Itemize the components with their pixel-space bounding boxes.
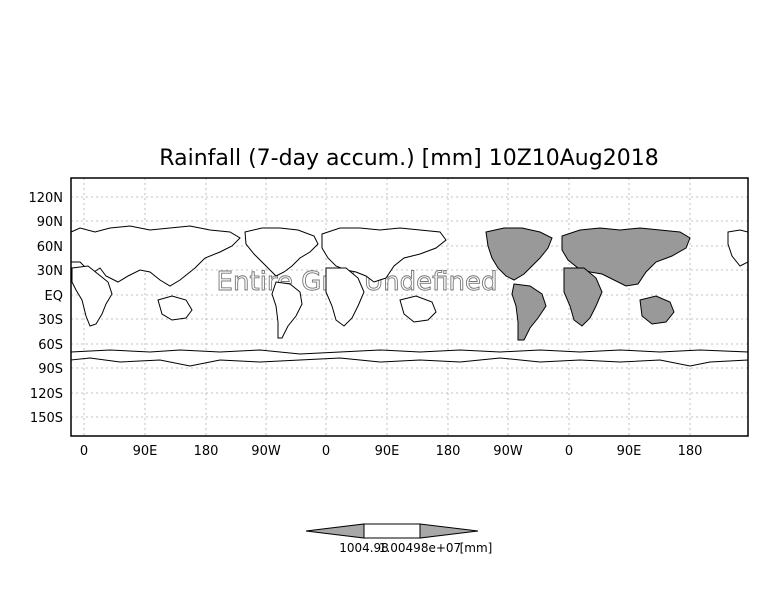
lon-tick-label: 180 <box>678 444 703 459</box>
lon-tick-label: 180 <box>194 444 219 459</box>
eurasia-outline <box>70 225 241 287</box>
lat-tick-label: 150S <box>30 411 63 426</box>
antarctica-outline <box>70 349 749 367</box>
lon-tick-label: 90E <box>375 444 400 459</box>
colorbar-left-label: 1004.98 <box>339 541 389 555</box>
lon-tick-label: 0 <box>80 444 88 459</box>
colorbar-middle-box <box>363 523 421 539</box>
lon-tick-label: 90W <box>493 444 523 459</box>
lon-tick-label: 180 <box>436 444 461 459</box>
lat-tick-label: 90N <box>37 215 63 230</box>
lat-tick-label: 120S <box>30 387 63 402</box>
colorbar: 1004.98 1.00498e+07 [mm] <box>305 523 493 555</box>
coastlines-copy-1 <box>70 225 749 367</box>
north-america-outline <box>244 227 319 277</box>
east-asia-outline <box>727 229 749 267</box>
shaded-north-america <box>485 227 553 281</box>
colorbar-left-triangle <box>305 523 365 539</box>
map-frame <box>70 177 749 437</box>
australia-outline <box>157 295 193 321</box>
lon-tick-label: 0 <box>565 444 573 459</box>
australia-outline-2 <box>399 295 437 323</box>
south-america-outline <box>271 281 303 339</box>
africa-outline <box>71 265 113 327</box>
colorbar-right-triangle <box>419 523 479 539</box>
shaded-land <box>485 227 691 341</box>
gridlines <box>71 178 748 436</box>
lat-tick-labels: 120N 90N 60N 30N EQ 30S 60S 90S 120S 150… <box>28 191 63 426</box>
colorbar-right-label: 1.00498e+07 <box>379 541 461 555</box>
lat-tick-label: 60S <box>38 338 63 353</box>
lon-tick-label: 90E <box>617 444 642 459</box>
shaded-south-america <box>511 283 547 341</box>
lon-tick-labels: 0 90E 180 90W 0 90E 180 90W 0 90E 180 <box>80 444 703 459</box>
lat-tick-label: 30N <box>37 264 63 279</box>
lon-tick-label: 90W <box>251 444 281 459</box>
colorbar-unit: [mm] <box>460 541 493 555</box>
europe-outline <box>321 227 447 283</box>
lat-tick-label: 90S <box>38 362 63 377</box>
shaded-australia <box>639 295 675 325</box>
lat-tick-label: EQ <box>45 289 63 304</box>
shaded-africa <box>563 267 603 327</box>
lon-tick-label: 90E <box>133 444 158 459</box>
lat-tick-label: 120N <box>28 191 63 206</box>
lat-tick-label: 60N <box>37 240 63 255</box>
map-title: Rainfall (7-day accum.) [mm] 10Z10Aug201… <box>159 146 658 171</box>
lat-tick-label: 30S <box>38 313 63 328</box>
africa-outline-2 <box>325 267 365 327</box>
lon-tick-label: 0 <box>322 444 330 459</box>
